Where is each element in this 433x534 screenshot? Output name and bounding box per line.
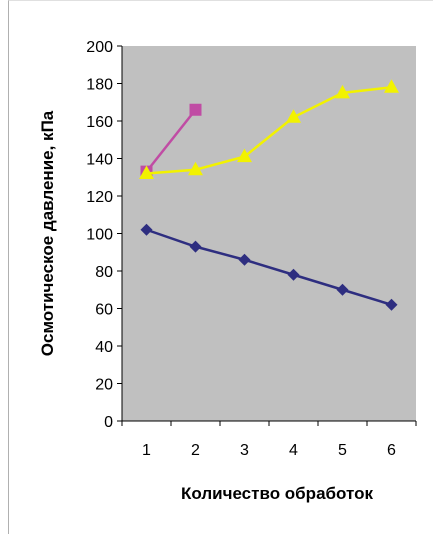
y-axis: 0 20 40 60 80 100 120 140 160 180 200: [86, 39, 123, 431]
series-line: [146, 228, 392, 306]
y-tick-label: 100: [86, 227, 113, 244]
y-tick-label: 0: [104, 414, 113, 431]
y-tick-label: 140: [86, 152, 113, 169]
data-point-diamond: [385, 298, 398, 311]
data-point-triangle: [237, 148, 252, 163]
data-point-triangle: [384, 79, 399, 93]
x-axis-title: Количество обработок: [181, 484, 373, 503]
data-point-diamond: [189, 240, 202, 253]
x-tick-label: 3: [240, 442, 249, 459]
y-tick-label: 200: [86, 39, 113, 56]
data-point-diamond: [140, 223, 153, 236]
x-tick-label: 6: [387, 442, 396, 459]
x-tick-label: 2: [191, 442, 200, 459]
series-1: [140, 223, 398, 311]
y-tick-label: 60: [95, 302, 113, 319]
x-tick-label: 5: [338, 442, 347, 459]
data-point-triangle: [139, 165, 154, 179]
plot-area: [122, 46, 416, 421]
data-point-triangle: [286, 109, 301, 123]
y-tick-label: 40: [95, 339, 113, 356]
data-point-triangle: [335, 84, 350, 99]
y-tick-label: 180: [86, 77, 113, 94]
y-tick-label: 80: [95, 264, 113, 281]
data-point-square: [189, 103, 202, 116]
y-tick-label: 120: [86, 189, 113, 206]
y-tick-label: 160: [86, 114, 113, 131]
x-tick-label: 1: [142, 442, 151, 459]
data-point-diamond: [336, 283, 349, 296]
series-line: [146, 86, 392, 175]
series-line: [145, 108, 197, 173]
series-layer: [139, 79, 399, 311]
data-point-diamond: [238, 253, 251, 266]
x-tick-label: 4: [289, 442, 298, 459]
data-point-diamond: [287, 268, 300, 281]
data-point-triangle: [188, 161, 203, 176]
y-axis-title: Осмотическое давление, кПа: [38, 110, 57, 356]
y-tick-label: 20: [95, 377, 113, 394]
x-axis: 1 2 3 4 5 6: [121, 420, 417, 459]
series-3: [139, 79, 399, 179]
